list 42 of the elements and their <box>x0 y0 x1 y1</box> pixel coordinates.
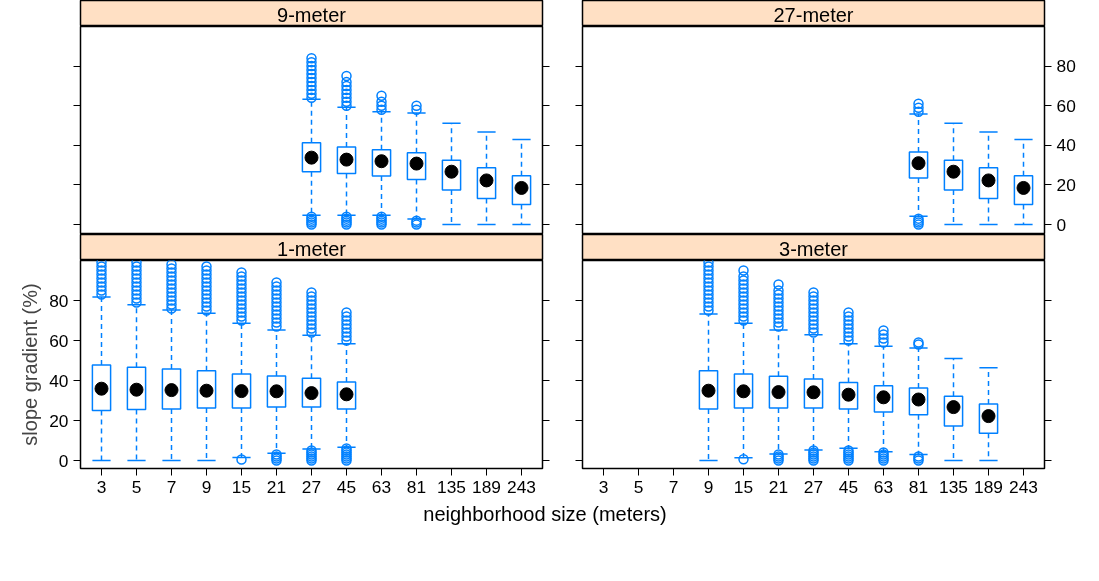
x-tick-label: 15 <box>733 476 754 497</box>
x-tick-label: 63 <box>873 476 894 497</box>
x-tick-label: 3 <box>598 476 609 497</box>
x-tick-label: 81 <box>908 476 929 497</box>
x-tick-label: 9 <box>201 476 212 497</box>
x-tick-label: 135 <box>939 476 968 497</box>
chart-title: 1-meter <box>277 237 347 260</box>
x-tick-label: 3 <box>96 476 107 497</box>
chart-title: 3-meter <box>779 237 849 260</box>
y-tick-label: 0 <box>58 450 69 471</box>
x-tick-label: 45 <box>838 476 859 497</box>
y-tick-label: 60 <box>49 330 69 351</box>
y-axis-title: slope gradient (%) <box>19 283 42 446</box>
x-tick-label: 9 <box>703 476 714 497</box>
x-tick-label: 81 <box>406 476 427 497</box>
x-tick-label: 27 <box>803 476 824 497</box>
x-tick-label: 21 <box>768 476 789 497</box>
chart-title: 27-meter <box>773 3 854 26</box>
y-tick-label: 20 <box>49 410 69 431</box>
y-tick-label: 80 <box>1056 56 1076 77</box>
x-tick-label: 5 <box>633 476 644 497</box>
x-tick-label: 135 <box>437 476 466 497</box>
x-tick-label: 7 <box>668 476 679 497</box>
x-tick-label: 189 <box>974 476 1003 497</box>
x-tick-label: 243 <box>1009 476 1038 497</box>
x-axis-title: neighborhood size (meters) <box>423 502 667 527</box>
y-tick-label: 40 <box>1056 135 1076 156</box>
y-tick-label: 0 <box>1056 214 1067 235</box>
y-tick-label: 20 <box>1056 174 1076 195</box>
x-tick-label: 15 <box>231 476 252 497</box>
x-tick-label: 5 <box>131 476 142 497</box>
x-tick-label: 7 <box>166 476 177 497</box>
x-tick-label: 63 <box>371 476 392 497</box>
x-tick-label: 243 <box>507 476 536 497</box>
y-tick-label: 80 <box>49 290 69 311</box>
y-tick-label: 40 <box>49 370 69 391</box>
x-tick-label: 27 <box>301 476 322 497</box>
chart-title: 9-meter <box>277 3 347 26</box>
x-tick-label: 189 <box>472 476 501 497</box>
y-tick-label: 60 <box>1056 95 1076 116</box>
x-tick-label: 45 <box>336 476 357 497</box>
x-tick-label: 21 <box>266 476 287 497</box>
